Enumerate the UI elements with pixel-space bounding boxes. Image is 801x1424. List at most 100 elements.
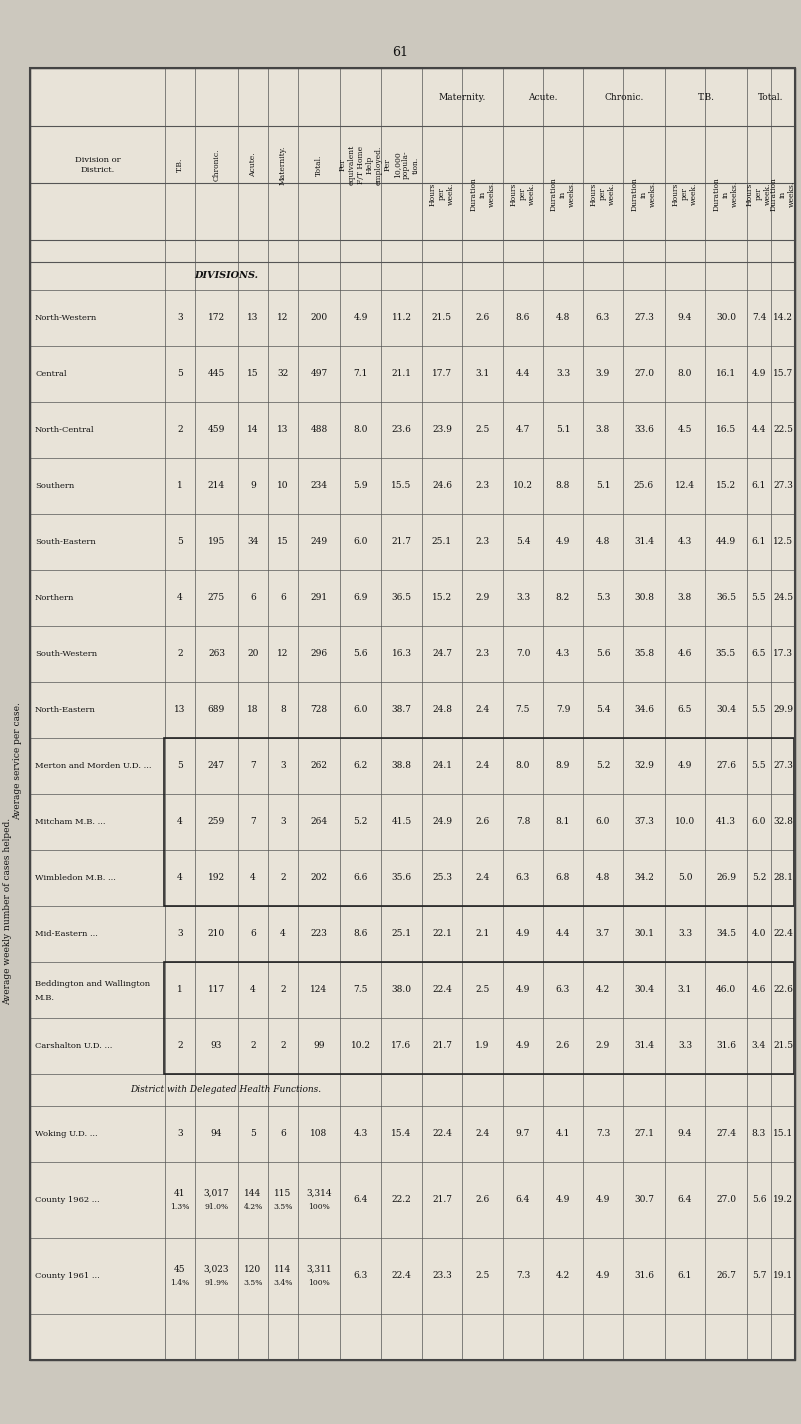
Text: 2: 2 (280, 1041, 286, 1051)
Text: 33.6: 33.6 (634, 426, 654, 434)
Text: 6.4: 6.4 (678, 1196, 692, 1205)
Text: 4.7: 4.7 (516, 426, 530, 434)
Text: 5.5: 5.5 (751, 594, 767, 602)
Text: 22.4: 22.4 (392, 1272, 412, 1280)
Text: South-Western: South-Western (35, 649, 97, 658)
Text: 22.4: 22.4 (432, 1129, 452, 1139)
Text: Merton and Morden U.D. ...: Merton and Morden U.D. ... (35, 762, 151, 770)
Text: 5.2: 5.2 (596, 762, 610, 770)
Text: 7.5: 7.5 (353, 985, 368, 994)
Text: 2.5: 2.5 (475, 1272, 489, 1280)
Text: 3.9: 3.9 (596, 369, 610, 379)
Text: 445: 445 (207, 369, 225, 379)
Text: 263: 263 (208, 649, 225, 658)
Text: 35.6: 35.6 (392, 873, 412, 883)
Text: 22.1: 22.1 (432, 930, 452, 938)
Text: Southern: Southern (35, 481, 74, 490)
Text: 4.8: 4.8 (596, 873, 610, 883)
Text: 20: 20 (248, 649, 259, 658)
Text: 2.4: 2.4 (475, 705, 489, 715)
Text: 7.1: 7.1 (353, 369, 368, 379)
Text: 192: 192 (208, 873, 225, 883)
Text: 6.0: 6.0 (752, 817, 767, 826)
Text: 2: 2 (177, 649, 183, 658)
Text: 93: 93 (211, 1041, 222, 1051)
Text: North-Western: North-Western (35, 315, 97, 322)
Text: 124: 124 (311, 985, 328, 994)
Text: 3.3: 3.3 (678, 930, 692, 938)
Text: 7: 7 (250, 762, 256, 770)
Text: 4.6: 4.6 (752, 985, 767, 994)
Text: 117: 117 (208, 985, 225, 994)
Text: Woking U.D. ...: Woking U.D. ... (35, 1131, 98, 1138)
Text: 4.3: 4.3 (556, 649, 570, 658)
Text: Per
10,000
popula-
tion.: Per 10,000 popula- tion. (384, 151, 419, 179)
Text: 24.7: 24.7 (432, 649, 452, 658)
Text: 114: 114 (275, 1265, 292, 1273)
Text: 202: 202 (311, 873, 328, 883)
Text: 497: 497 (310, 369, 328, 379)
Text: 12: 12 (277, 649, 288, 658)
Text: 35.5: 35.5 (716, 649, 736, 658)
Text: 35.8: 35.8 (634, 649, 654, 658)
Text: 6.5: 6.5 (752, 649, 767, 658)
Text: 5.6: 5.6 (596, 649, 610, 658)
Text: 3,314: 3,314 (306, 1189, 332, 1198)
Text: 9: 9 (250, 481, 256, 490)
Text: 1.3%: 1.3% (171, 1203, 190, 1210)
Text: 18: 18 (248, 705, 259, 715)
Text: 61: 61 (392, 46, 408, 58)
Text: 4.4: 4.4 (752, 426, 767, 434)
Text: 223: 223 (311, 930, 328, 938)
Text: DIVISIONS.: DIVISIONS. (194, 272, 258, 281)
Text: 2.3: 2.3 (476, 649, 489, 658)
Text: 17.7: 17.7 (432, 369, 452, 379)
Text: 5.6: 5.6 (752, 1196, 767, 1205)
Text: 120: 120 (244, 1265, 262, 1273)
Text: 25.6: 25.6 (634, 481, 654, 490)
Text: 5: 5 (177, 537, 183, 547)
Text: 27.4: 27.4 (716, 1129, 736, 1139)
Bar (164, 738, 794, 906)
Text: 6.3: 6.3 (596, 313, 610, 322)
Text: 21.7: 21.7 (432, 1196, 452, 1205)
Text: 210: 210 (208, 930, 225, 938)
Text: Chronic.: Chronic. (212, 148, 220, 181)
Text: 4.9: 4.9 (596, 1272, 610, 1280)
Text: 15.4: 15.4 (392, 1129, 412, 1139)
Text: 6.1: 6.1 (752, 537, 767, 547)
Text: Hours
per
week.: Hours per week. (746, 182, 772, 205)
Text: 108: 108 (310, 1129, 328, 1139)
Text: 5: 5 (177, 762, 183, 770)
Text: 2.3: 2.3 (476, 537, 489, 547)
Text: 3: 3 (177, 1129, 183, 1139)
Text: Carshalton U.D. ...: Carshalton U.D. ... (35, 1042, 112, 1049)
Text: 10.0: 10.0 (675, 817, 695, 826)
Text: 7.3: 7.3 (516, 1272, 530, 1280)
Text: 3: 3 (280, 817, 286, 826)
Text: 19.2: 19.2 (773, 1196, 793, 1205)
Text: 15.2: 15.2 (432, 594, 452, 602)
Text: 7.4: 7.4 (752, 313, 767, 322)
Text: 25.3: 25.3 (432, 873, 452, 883)
Text: 30.8: 30.8 (634, 594, 654, 602)
Text: 4.4: 4.4 (556, 930, 570, 938)
Text: 7: 7 (250, 817, 256, 826)
Text: 15.1: 15.1 (773, 1129, 793, 1139)
Text: County 1961 ...: County 1961 ... (35, 1272, 100, 1280)
Text: T.B.: T.B. (176, 158, 184, 172)
Text: 14: 14 (248, 426, 259, 434)
Text: 31.4: 31.4 (634, 1041, 654, 1051)
Text: 34.5: 34.5 (716, 930, 736, 938)
Text: 26.9: 26.9 (716, 873, 736, 883)
Text: Acute.: Acute. (528, 93, 557, 101)
Text: 3,311: 3,311 (306, 1265, 332, 1273)
Text: 5: 5 (250, 1129, 256, 1139)
Text: 4.8: 4.8 (556, 313, 570, 322)
Text: 4.3: 4.3 (353, 1129, 368, 1139)
Text: 11.2: 11.2 (392, 313, 412, 322)
Text: 4.9: 4.9 (353, 313, 368, 322)
Text: 31.6: 31.6 (716, 1041, 736, 1051)
Text: 4.9: 4.9 (516, 930, 530, 938)
Text: 8.3: 8.3 (752, 1129, 766, 1139)
